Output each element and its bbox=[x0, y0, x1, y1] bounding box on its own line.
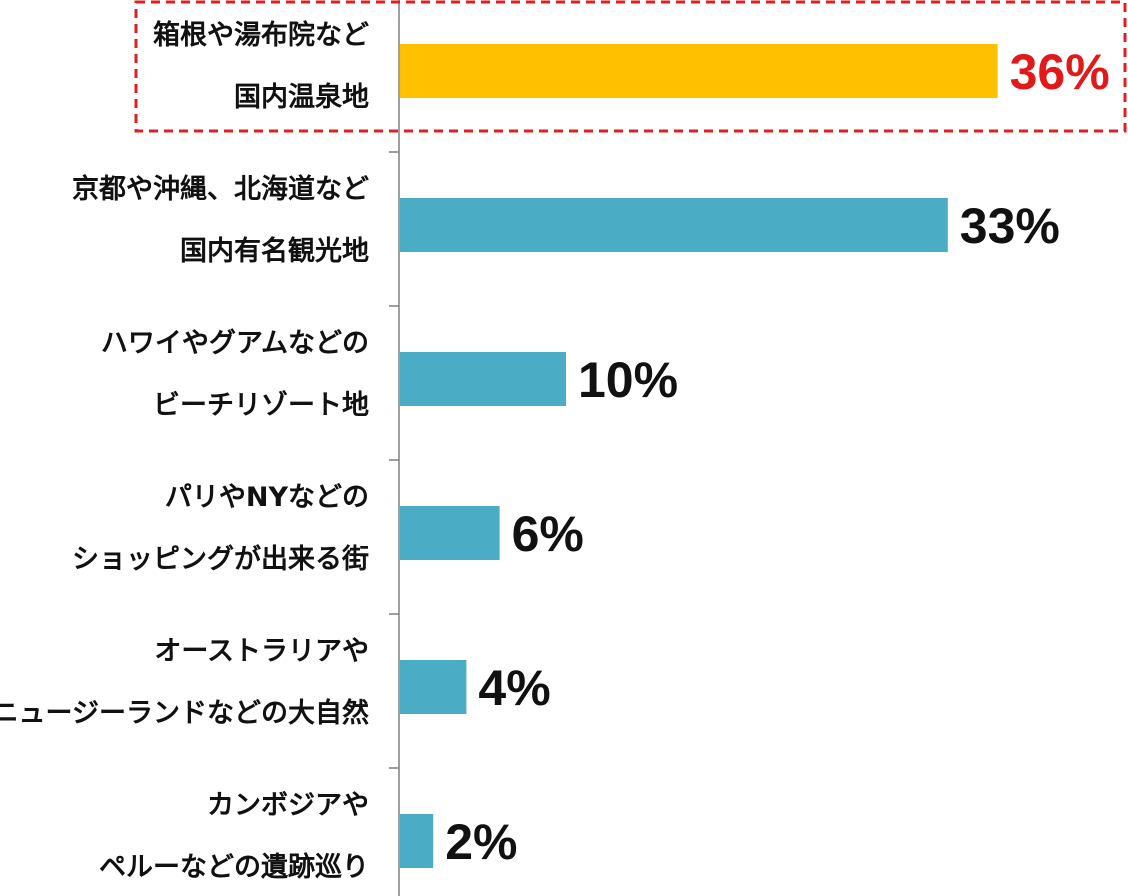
bar bbox=[400, 814, 434, 868]
category-label: 国内有名観光地 bbox=[180, 235, 369, 267]
value-label: 33% bbox=[960, 198, 1060, 254]
highlight-value-label: 36% bbox=[1010, 44, 1110, 100]
category-label: オーストラリアや bbox=[154, 636, 369, 667]
value-label: 4% bbox=[478, 660, 550, 716]
bars-layer bbox=[400, 44, 998, 868]
category-label: ショッピングが出来る街 bbox=[72, 543, 369, 575]
category-label: ニュージーランドなどの大自然 bbox=[0, 697, 369, 729]
category-label: ハワイやグアムなどの bbox=[101, 327, 369, 359]
value-label: 2% bbox=[445, 814, 517, 870]
category-label: ペルーなどの遺跡巡り bbox=[99, 852, 369, 883]
axis-layer bbox=[134, 0, 1127, 896]
value-label: 10% bbox=[578, 352, 678, 408]
value-label: 6% bbox=[512, 506, 584, 562]
bar bbox=[400, 352, 566, 406]
category-label: 国内温泉地 bbox=[234, 81, 369, 113]
category-label: パリやNYなどの bbox=[165, 482, 369, 513]
bar bbox=[400, 198, 948, 252]
category-label: 京都や沖縄、北海道など bbox=[72, 173, 369, 205]
highlight-bar bbox=[400, 44, 998, 98]
bar bbox=[400, 506, 500, 560]
category-label: カンボジアや bbox=[207, 790, 369, 821]
category-label: ビーチリゾート地 bbox=[153, 390, 369, 421]
category-label: 箱根や湯布院など bbox=[153, 19, 369, 51]
bar bbox=[400, 660, 467, 714]
highlight-box bbox=[134, 0, 1127, 133]
